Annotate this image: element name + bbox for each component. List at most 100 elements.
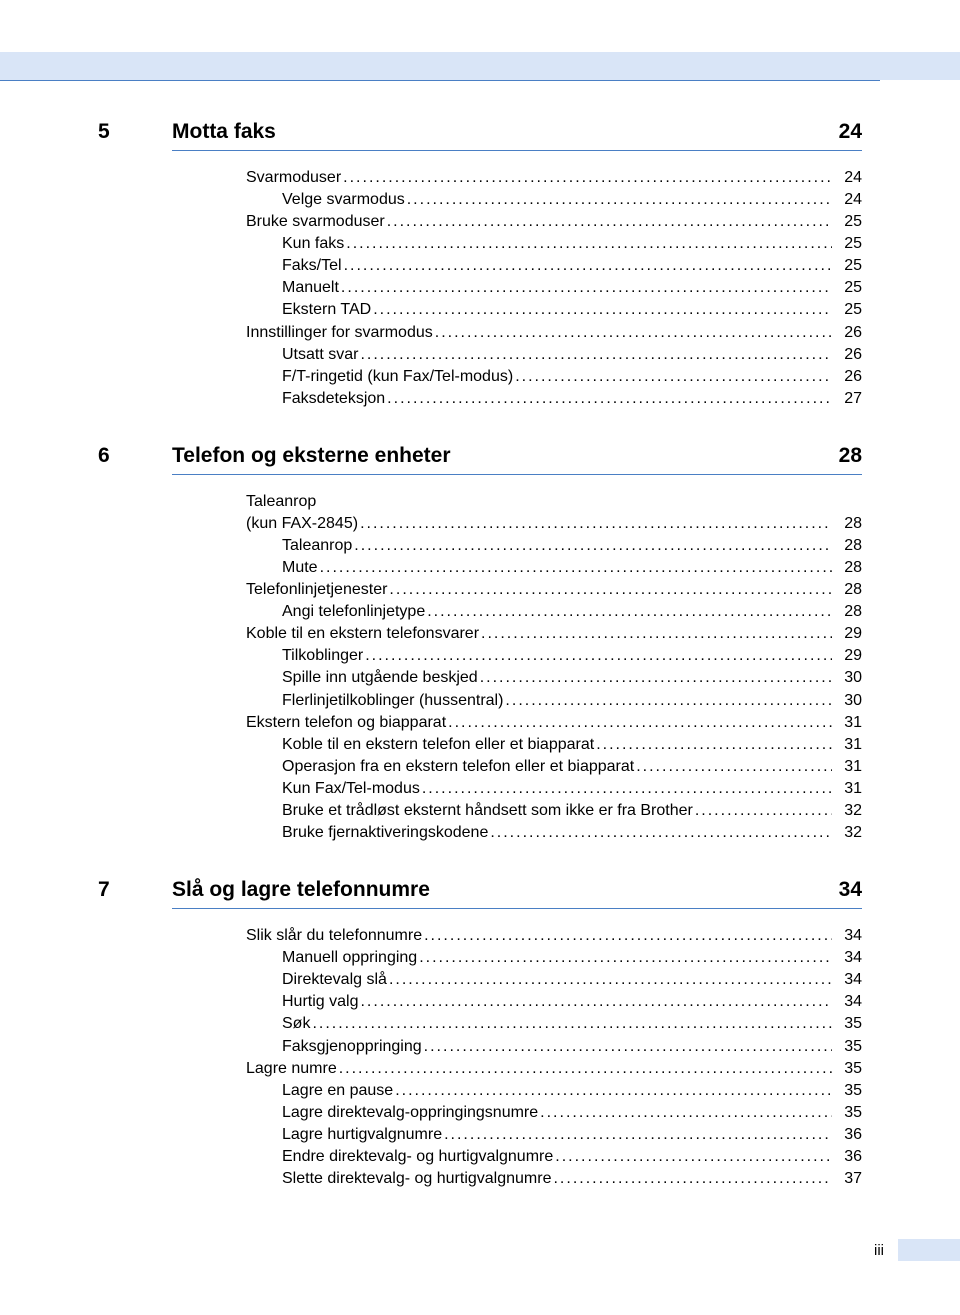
section-header: 5Motta faks24: [98, 120, 862, 144]
toc-dot-leader: ........................................…: [442, 1124, 832, 1146]
toc-dot-leader: ........................................…: [385, 211, 832, 233]
toc-dot-leader: ........................................…: [693, 800, 832, 822]
toc-dot-leader: ........................................…: [337, 1058, 832, 1080]
toc-entry: Bruke svarmoduser.......................…: [246, 211, 862, 233]
toc-entry: Manuelt.................................…: [246, 277, 862, 299]
toc-entry: Spille inn utgående beskjed.............…: [246, 667, 862, 689]
toc-entry-label: Søk: [282, 1013, 310, 1035]
toc-entry-page: 34: [832, 947, 862, 969]
toc-entry-label: Hurtig valg: [282, 991, 358, 1013]
toc-dot-leader: ........................................…: [405, 189, 832, 211]
toc-entry-page: 28: [832, 557, 862, 579]
toc-entry: Svarmoduser.............................…: [246, 167, 862, 189]
toc-dot-leader: ........................................…: [422, 1036, 832, 1058]
page-footer: iii: [874, 1239, 960, 1261]
toc-entry: Utsatt svar.............................…: [246, 344, 862, 366]
toc-entry: Kun Fax/Tel-modus.......................…: [246, 778, 862, 800]
toc-entry-page: 25: [832, 255, 862, 277]
toc-entry-label: Endre direktevalg- og hurtigvalgnumre: [282, 1146, 553, 1168]
toc-entry-label: Lagre numre: [246, 1058, 337, 1080]
toc-entry-page: 34: [832, 925, 862, 947]
toc-entry: Ekstern TAD.............................…: [246, 299, 862, 321]
toc-dot-leader: ........................................…: [503, 690, 832, 712]
toc-dot-leader: ........................................…: [538, 1102, 832, 1124]
section-number: 7: [98, 878, 172, 902]
toc-dot-leader: ........................................…: [553, 1146, 832, 1168]
toc-entry: Taleanrop...............................…: [246, 535, 862, 557]
toc-dot-leader: ........................................…: [551, 1168, 832, 1190]
toc-entry: Koble til en ekstern telefonsvarer .....…: [246, 623, 862, 645]
toc-list: Slik slår du telefonnumre...............…: [246, 925, 862, 1190]
toc-entry-label: Utsatt svar: [282, 344, 358, 366]
footer-tab: [898, 1239, 960, 1261]
toc-entry: Velge svarmodus.........................…: [246, 189, 862, 211]
toc-entry-page: 31: [832, 734, 862, 756]
toc-dot-leader: ........................................…: [363, 645, 832, 667]
toc-entry: Lagre en pause..........................…: [246, 1080, 862, 1102]
toc-dot-leader: ........................................…: [358, 513, 832, 535]
toc-entry: Direktevalg slå.........................…: [246, 969, 862, 991]
toc-dot-leader: ........................................…: [387, 579, 832, 601]
toc-entry: Manuell oppringing......................…: [246, 947, 862, 969]
toc-entry-label: Lagre hurtigvalgnumre: [282, 1124, 442, 1146]
toc-entry: Innstillinger for svarmodus.............…: [246, 322, 862, 344]
toc-entry: Slik slår du telefonnumre...............…: [246, 925, 862, 947]
toc-entry-label: Bruke svarmoduser: [246, 211, 385, 233]
toc-entry: Søk.....................................…: [246, 1013, 862, 1035]
toc-entry-page: 31: [832, 756, 862, 778]
toc-entry-label: Ekstern telefon og biapparat: [246, 712, 446, 734]
toc-entry-page: 24: [832, 189, 862, 211]
toc-entry: Telefonlinjetjenester...................…: [246, 579, 862, 601]
toc-entry-label: Bruke et trådløst eksternt håndsett som …: [282, 800, 693, 822]
toc-dot-leader: ........................................…: [310, 1013, 832, 1035]
toc-dot-leader: ........................................…: [344, 233, 832, 255]
toc-entry-label: Slette direktevalg- og hurtigvalgnumre: [282, 1168, 551, 1190]
toc-entry-label: Lagre en pause: [282, 1080, 393, 1102]
toc-entry-page: 26: [832, 366, 862, 388]
toc-dot-leader: ........................................…: [393, 1080, 832, 1102]
toc-entry-label: (kun FAX-2845): [246, 513, 358, 535]
toc-entry-page: 35: [832, 1013, 862, 1035]
toc-entry-label: F/T-ringetid (kun Fax/Tel-modus): [282, 366, 513, 388]
toc-entry-label: Operasjon fra en ekstern telefon eller e…: [282, 756, 634, 778]
toc-entry-page: 36: [832, 1146, 862, 1168]
toc-entry: Bruke fjernaktiveringskodene............…: [246, 822, 862, 844]
toc-entry: Bruke et trådløst eksternt håndsett som …: [246, 800, 862, 822]
toc-entry-page: 28: [832, 601, 862, 623]
toc-entry-page: 29: [832, 623, 862, 645]
section-page: 24: [812, 120, 862, 144]
toc-entry-label: Faks/Tel: [282, 255, 342, 277]
toc-entry-label: Flerlinjetilkoblinger (hussentral): [282, 690, 503, 712]
toc-entry-page: 26: [832, 344, 862, 366]
toc-entry-page: 35: [832, 1036, 862, 1058]
toc-entry-page: 36: [832, 1124, 862, 1146]
section-number: 6: [98, 444, 172, 468]
toc-entry-page: 25: [832, 211, 862, 233]
toc-entry: Lagre hurtigvalgnumre...................…: [246, 1124, 862, 1146]
section-number: 5: [98, 120, 172, 144]
toc-entry-page: 32: [832, 822, 862, 844]
toc-entry-page: 28: [832, 579, 862, 601]
toc-dot-leader: ........................................…: [594, 734, 832, 756]
toc-entry: Kun faks................................…: [246, 233, 862, 255]
toc-entry: Tilkoblinger............................…: [246, 645, 862, 667]
toc-entry-label: Koble til en ekstern telefonsvarer: [246, 623, 479, 645]
toc-entry-page: 30: [832, 690, 862, 712]
toc-entry-label: Manuelt: [282, 277, 339, 299]
toc-entry: Koble til en ekstern telefon eller et bi…: [246, 734, 862, 756]
toc-dot-leader: ........................................…: [387, 969, 832, 991]
toc-entry-label: Lagre direktevalg-oppringingsnumre: [282, 1102, 538, 1124]
toc-entry-page: 25: [832, 299, 862, 321]
toc-entry: Endre direktevalg- og hurtigvalgnumre...…: [246, 1146, 862, 1168]
toc-entry-page: 24: [832, 167, 862, 189]
toc-entry-label: Slik slår du telefonnumre: [246, 925, 422, 947]
toc-entry-label: Faksgjenoppringing: [282, 1036, 422, 1058]
toc-dot-leader: ........................................…: [385, 388, 832, 410]
toc-entry-label: Spille inn utgående beskjed: [282, 667, 478, 689]
toc-dot-leader: ........................................…: [371, 299, 832, 321]
toc-entry: Faks/Tel................................…: [246, 255, 862, 277]
toc-dot-leader: ........................................…: [352, 535, 832, 557]
section-header: 6Telefon og eksterne enheter28: [98, 444, 862, 468]
toc-dot-leader: ........................................…: [358, 991, 832, 1013]
toc-entry: Operasjon fra en ekstern telefon eller e…: [246, 756, 862, 778]
